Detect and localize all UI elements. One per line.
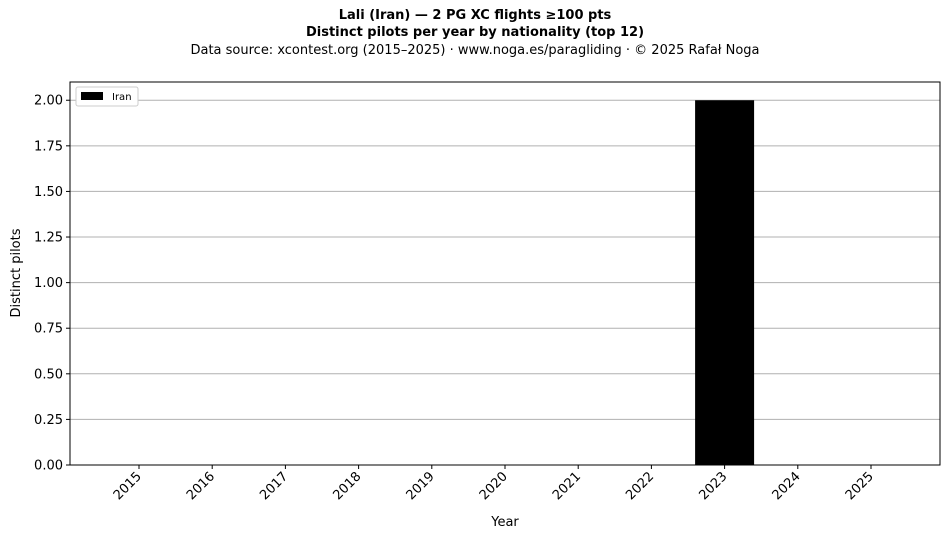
x-tick-label: 2018 — [330, 469, 364, 503]
x-tick-label: 2019 — [404, 469, 438, 503]
plot-frame — [69, 81, 941, 466]
x-tick-label: 2016 — [184, 469, 218, 503]
x-tick-label: 2015 — [111, 469, 145, 503]
legend-swatch — [81, 92, 103, 100]
x-tick-label: 2020 — [477, 469, 511, 503]
y-tick-label: 1.00 — [34, 276, 63, 291]
axes — [69, 81, 941, 466]
bars — [695, 100, 755, 465]
y-axis-label: Distinct pilots — [9, 228, 24, 317]
x-tick-label: 2022 — [623, 469, 657, 503]
y-tick-label: 0.00 — [34, 459, 63, 474]
y-axis-ticks: 0.00 0.25 0.50 0.75 1.00 1.25 1.50 1.75 2.00 — [34, 94, 70, 474]
x-tick-label: 2017 — [257, 469, 291, 503]
y-tick-label: 1.75 — [34, 139, 63, 154]
x-axis-ticks: 2015 2016 2017 2018 2019 2020 2021 2022 2023 2024… — [111, 465, 877, 503]
bar — [695, 100, 755, 465]
y-tick-label: 1.50 — [34, 185, 63, 200]
legend-box — [75, 86, 139, 107]
legend-label: Iran — [112, 92, 132, 103]
y-tick-label: 0.25 — [34, 413, 63, 428]
y-tick-label: 2.00 — [34, 94, 63, 109]
y-tick-label: 0.75 — [34, 322, 63, 337]
x-tick-label: 2023 — [696, 469, 730, 503]
x-tick-label: 2025 — [843, 469, 877, 503]
legend: Iran — [75, 86, 139, 107]
x-tick-label: 2024 — [770, 469, 804, 503]
x-tick-label: 2021 — [550, 469, 584, 503]
chart-subtitle: Distinct pilots per year by nationality … — [305, 25, 645, 40]
x-axis-label: Year — [490, 515, 519, 530]
y-tick-label: 1.25 — [34, 231, 63, 246]
chart-source-line: Data source: xcontest.org (2015–2025) · … — [190, 43, 760, 58]
chart-title: Lali (Iran) — 2 PG XC flights ≥100 pts — [338, 8, 612, 23]
grid-lines — [70, 99, 940, 420]
y-tick-label: 0.50 — [34, 367, 63, 382]
